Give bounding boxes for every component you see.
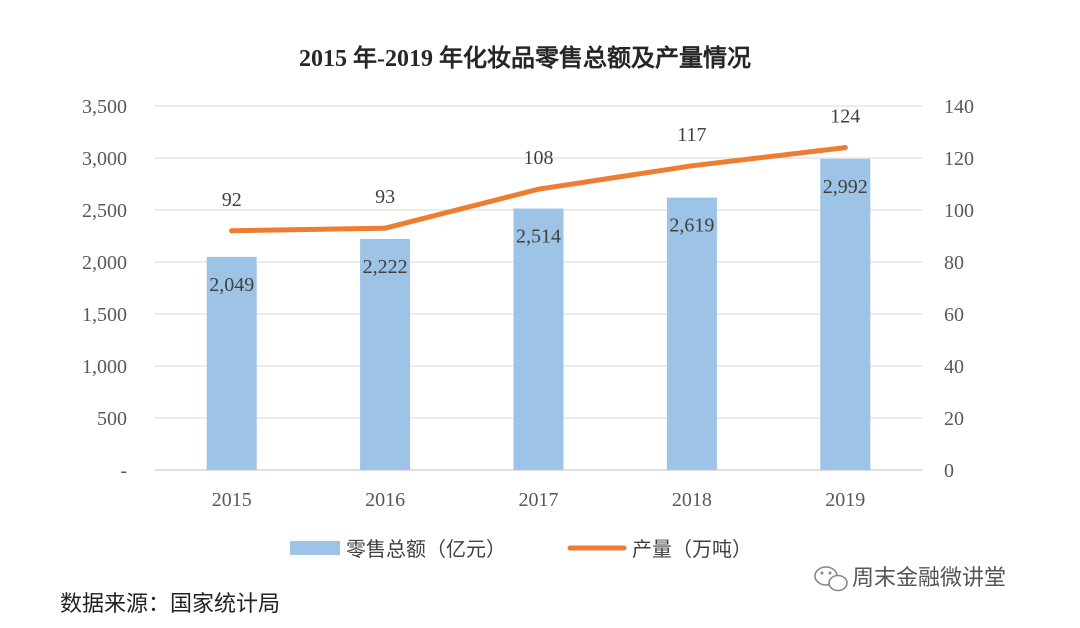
line-series [229, 145, 848, 234]
bar-data-label: 2,222 [363, 256, 408, 278]
chart-title: 2015 年-2019 年化妆品零售总额及产量情况 [299, 44, 751, 72]
y2-tick-label: 0 [944, 460, 954, 482]
bar [513, 208, 564, 470]
source-note: 数据来源：国家统计局 [60, 592, 280, 617]
line-data-label: 117 [677, 124, 706, 146]
y-axis-left: - 500 1,000 1,500 2,000 2,500 3,000 3,500 [82, 96, 127, 482]
x-tick-label: 2015 [212, 489, 252, 511]
x-tick-label: 2016 [365, 489, 405, 511]
bar [206, 256, 257, 470]
data-labels: 2,049 2,222 2,514 2,619 2,992 92 93 108 117 124 [209, 106, 868, 296]
watermark: 周末金融微讲堂 [852, 566, 1006, 591]
y2-tick-label: 60 [944, 304, 964, 326]
line-point [229, 228, 235, 234]
line-data-label: 108 [524, 147, 554, 169]
bar-data-label: 2,619 [669, 215, 714, 237]
legend-line-label: 产量（万吨） [632, 537, 752, 561]
x-axis: 2015 2016 2017 2018 2019 [155, 469, 922, 511]
legend-bar-label: 零售总额（亿元） [346, 537, 506, 561]
y-tick-label: 2,500 [82, 200, 127, 222]
y-tick-label: - [120, 460, 127, 482]
y2-tick-label: 140 [944, 96, 974, 118]
x-tick-label: 2018 [672, 489, 712, 511]
bar [360, 238, 411, 470]
y2-tick-label: 120 [944, 148, 974, 170]
line-data-label: 124 [830, 106, 860, 128]
bar-data-label: 2,992 [823, 176, 868, 198]
y2-tick-label: 80 [944, 252, 964, 274]
line-point [382, 225, 388, 231]
wechat-icon [814, 566, 848, 592]
y2-tick-label: 40 [944, 356, 964, 378]
y-tick-label: 2,000 [82, 252, 127, 274]
y-tick-label: 1,000 [82, 356, 127, 378]
x-tick-label: 2019 [825, 489, 865, 511]
y-tick-label: 1,500 [82, 304, 127, 326]
bar-data-label: 2,514 [516, 226, 561, 248]
bar [820, 158, 871, 470]
bar-series [206, 158, 871, 470]
legend-bar-swatch [290, 541, 340, 555]
line-point [689, 163, 695, 169]
line-data-label: 92 [222, 189, 242, 211]
y2-tick-label: 20 [944, 408, 964, 430]
line-data-label: 93 [375, 186, 395, 208]
line-point [842, 145, 848, 151]
legend: 零售总额（亿元） 产量（万吨） [290, 537, 752, 561]
y-tick-label: 3,500 [82, 96, 127, 118]
bar-data-label: 2,049 [209, 274, 254, 296]
bar [666, 197, 717, 470]
line-point [536, 186, 541, 192]
y2-tick-label: 100 [944, 200, 974, 222]
y-tick-label: 3,000 [82, 148, 127, 170]
x-tick-label: 2017 [519, 489, 559, 511]
y-tick-label: 500 [97, 408, 127, 430]
y-axis-right: 0 20 40 60 80 100 120 140 [944, 96, 974, 482]
